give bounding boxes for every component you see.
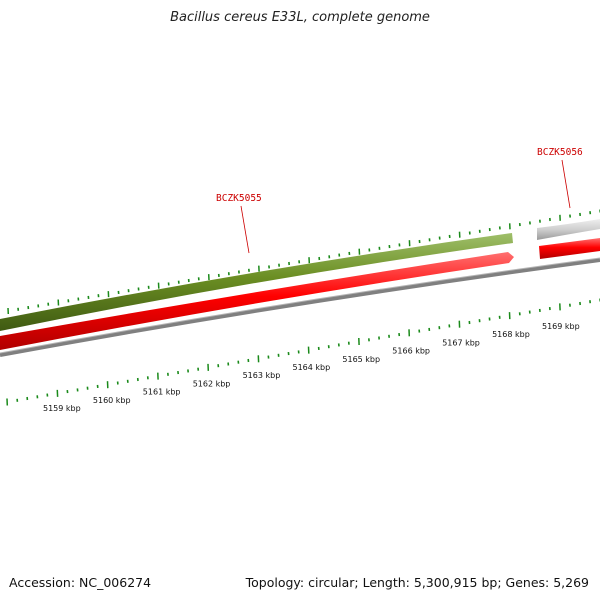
kbp-label: 5164 kbp [293,363,331,372]
genome-summary-text: Topology: circular; Length: 5,300,915 bp… [245,575,589,590]
gene-bczk5056-reverse[interactable] [539,238,600,259]
kbp-ruler-labels: 5159 kbp 5160 kbp 5161 kbp 5162 kbp 5163 kbp… [43,322,580,413]
gene-label-bczk5055[interactable]: BCZK5055 [216,193,262,204]
gene-bczk5056-forward[interactable] [537,219,600,240]
kbp-label: 5163 kbp [243,371,281,380]
kbp-label: 5167 kbp [442,338,480,347]
kbp-label: 5159 kbp [43,404,81,413]
kbp-label: 5166 kbp [392,347,430,356]
kbp-label: 5160 kbp [93,396,131,405]
gene-label-bczk5056[interactable]: BCZK5056 [537,147,583,158]
label-connector-bczk5055 [240,205,250,254]
kbp-label: 5165 kbp [342,355,380,364]
kbp-label: 5169 kbp [542,322,580,331]
gene-bczk5055-forward[interactable] [0,233,513,331]
genome-backbone [0,258,600,357]
label-connector-bczk5056 [561,159,571,209]
kbp-label: 5168 kbp [492,330,530,339]
map-title: Bacillus cereus E33L, complete genome [170,10,430,25]
accession-text: Accession: NC_006274 [9,575,152,590]
kbp-label: 5161 kbp [143,388,181,397]
gene-bczk5055-reverse[interactable] [0,252,514,350]
kbp-label: 5162 kbp [193,379,231,388]
upper-tick-row [7,209,600,315]
kbp-ruler-ticks [6,298,600,406]
